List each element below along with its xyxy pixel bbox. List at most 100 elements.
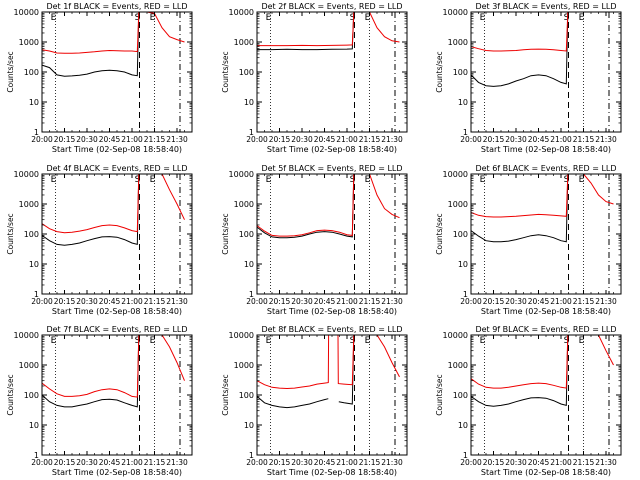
event-marker-label: E [51, 13, 57, 23]
x-tick-label: 20:45 [99, 135, 121, 144]
plot-frame [41, 173, 193, 295]
lld-series-line [41, 334, 185, 398]
y-axis-label: Counts/sec [221, 213, 230, 254]
y-tick-label: 1 [463, 128, 468, 137]
y-tick-label: 10000 [14, 170, 39, 179]
y-tick-label: 1 [34, 451, 39, 460]
y-tick-label: 10000 [229, 8, 254, 17]
lld-series-line [41, 11, 185, 54]
panel-title: Det 7f BLACK = Events, RED = LLD [46, 325, 187, 334]
y-axis-label: Counts/sec [221, 374, 230, 415]
y-tick-label: 10 [458, 421, 468, 430]
plot-frame [256, 334, 408, 456]
plot-frame [41, 11, 193, 133]
x-axis-label: Start Time (02-Sep-08 18:58:40) [267, 307, 397, 316]
y-tick-label: 10000 [443, 170, 468, 179]
y-tick-label: 100 [239, 230, 254, 239]
y-axis-label: Counts/sec [6, 51, 15, 92]
panel-title: Det 1f BLACK = Events, RED = LLD [46, 2, 187, 11]
y-tick-label: 1000 [234, 38, 254, 47]
panel-title: Det 9f BLACK = Events, RED = LLD [475, 325, 616, 334]
event-marker-label: E [266, 175, 272, 185]
x-tick-label: 21:30 [381, 297, 403, 306]
plot-frame [256, 11, 408, 133]
lld-series-line [256, 173, 400, 237]
plot-frame [470, 173, 622, 295]
event-marker-label: E [266, 13, 272, 23]
x-tick-label: 21:15 [573, 297, 595, 306]
y-tick-label: 10 [29, 421, 39, 430]
y-tick-label: 10000 [229, 170, 254, 179]
x-axis-label: Start Time (02-Sep-08 18:58:40) [267, 145, 397, 154]
y-tick-label: 100 [453, 230, 468, 239]
y-tick-label: 10 [29, 98, 39, 107]
x-tick-label: 20:30 [505, 458, 527, 467]
event-marker-label: E [51, 175, 57, 185]
y-tick-label: 1000 [234, 200, 254, 209]
x-tick-label: 20:00 [460, 135, 482, 144]
event-marker-label: S [350, 13, 356, 23]
x-tick-label: 20:15 [54, 135, 76, 144]
x-tick-label: 21:00 [121, 135, 143, 144]
y-tick-label: 10000 [14, 331, 39, 340]
x-tick-label: 20:45 [314, 135, 336, 144]
y-tick-label: 10000 [229, 331, 254, 340]
panel-title: Det 4f BLACK = Events, RED = LLD [46, 164, 187, 173]
panel-title: Det 3f BLACK = Events, RED = LLD [475, 2, 616, 11]
x-tick-label: 20:30 [76, 297, 98, 306]
y-tick-label: 100 [453, 391, 468, 400]
panel-title: Det 2f BLACK = Events, RED = LLD [261, 2, 402, 11]
event-marker-label: E [480, 336, 486, 346]
x-tick-label: 21:30 [595, 135, 617, 144]
x-tick-label: 20:00 [246, 297, 268, 306]
x-tick-label: 21:15 [359, 135, 381, 144]
event-marker-label: E [480, 175, 486, 185]
event-marker-label: E [150, 13, 156, 23]
x-tick-label: 20:15 [483, 458, 505, 467]
event-marker-label: E [579, 13, 585, 23]
y-tick-label: 10000 [14, 8, 39, 17]
y-tick-label: 10 [244, 421, 254, 430]
x-tick-label: 21:00 [336, 458, 358, 467]
event-marker-label: S [564, 13, 570, 23]
x-axis-label: Start Time (02-Sep-08 18:58:40) [52, 307, 182, 316]
y-tick-label: 10 [458, 260, 468, 269]
x-tick-label: 21:00 [550, 297, 572, 306]
event-marker-label: E [579, 175, 585, 185]
plot-frame [470, 11, 622, 133]
x-tick-label: 21:15 [144, 297, 166, 306]
events-series-line [41, 173, 185, 246]
x-tick-label: 21:30 [381, 458, 403, 467]
x-tick-label: 20:15 [483, 297, 505, 306]
x-tick-label: 20:15 [54, 297, 76, 306]
x-tick-label: 21:30 [595, 297, 617, 306]
x-tick-label: 21:00 [550, 458, 572, 467]
x-tick-label: 21:00 [550, 135, 572, 144]
x-tick-label: 20:30 [505, 135, 527, 144]
panel-title: Det 6f BLACK = Events, RED = LLD [475, 164, 616, 173]
x-tick-label: 21:00 [336, 135, 358, 144]
x-tick-label: 21:00 [336, 297, 358, 306]
x-tick-label: 20:30 [76, 458, 98, 467]
x-tick-label: 20:45 [314, 297, 336, 306]
y-axis-label: Counts/sec [6, 374, 15, 415]
x-tick-label: 20:30 [291, 135, 313, 144]
y-tick-label: 1000 [448, 200, 468, 209]
event-marker-label: E [365, 175, 371, 185]
y-tick-label: 10000 [443, 8, 468, 17]
x-tick-label: 20:15 [269, 135, 291, 144]
x-tick-label: 21:15 [573, 135, 595, 144]
x-tick-label: 21:30 [166, 135, 188, 144]
event-marker-label: E [150, 175, 156, 185]
x-tick-label: 20:00 [246, 458, 268, 467]
x-axis-label: Start Time (02-Sep-08 18:58:40) [52, 468, 182, 477]
y-tick-label: 1000 [19, 361, 39, 370]
y-axis-label: Counts/sec [435, 51, 444, 92]
x-tick-label: 20:45 [99, 458, 121, 467]
x-tick-label: 20:30 [505, 297, 527, 306]
